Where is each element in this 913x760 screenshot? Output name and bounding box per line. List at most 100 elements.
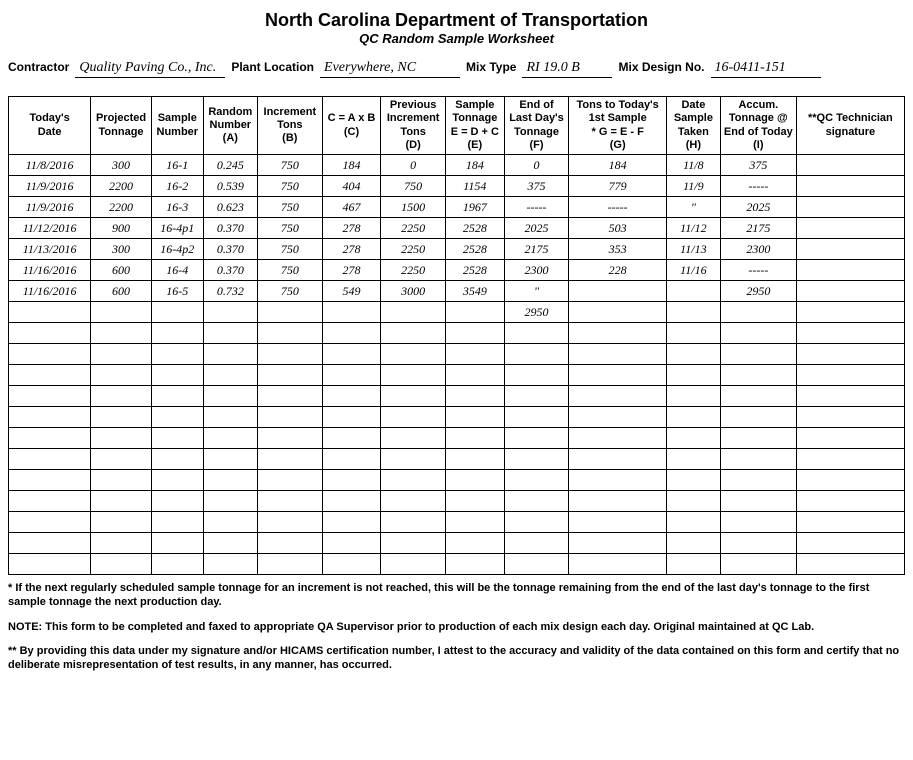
- table-cell: [9, 365, 91, 386]
- table-cell: [720, 386, 796, 407]
- table-cell: [504, 533, 569, 554]
- table-cell: 184: [446, 155, 504, 176]
- plant-location-value: Everywhere, NC: [320, 60, 460, 78]
- table-row: [9, 407, 905, 428]
- table-cell: [91, 470, 152, 491]
- table-cell: 2950: [720, 281, 796, 302]
- table-cell: [381, 512, 446, 533]
- table-cell: 503: [569, 218, 666, 239]
- table-cell: [9, 344, 91, 365]
- table-cell: [569, 365, 666, 386]
- table-cell: ": [666, 197, 720, 218]
- table-cell: [666, 344, 720, 365]
- column-header: IncrementTons(B): [257, 97, 322, 155]
- table-cell: [666, 386, 720, 407]
- table-row: 11/8/201630016-10.2457501840184018411/83…: [9, 155, 905, 176]
- table-row: [9, 449, 905, 470]
- table-cell: [446, 428, 504, 449]
- table-row: [9, 365, 905, 386]
- table-cell: 2528: [446, 260, 504, 281]
- table-cell: [257, 428, 322, 449]
- table-cell: 2300: [720, 239, 796, 260]
- table-cell: [9, 407, 91, 428]
- table-cell: [504, 554, 569, 575]
- table-cell: 16-1: [151, 155, 203, 176]
- table-cell: [796, 176, 904, 197]
- table-cell: [381, 323, 446, 344]
- table-cell: [796, 260, 904, 281]
- table-cell: [720, 302, 796, 323]
- table-cell: 467: [322, 197, 380, 218]
- table-cell: 11/9: [666, 176, 720, 197]
- column-header: ProjectedTonnage: [91, 97, 152, 155]
- table-cell: 1154: [446, 176, 504, 197]
- table-cell: 2250: [381, 260, 446, 281]
- table-cell: [381, 491, 446, 512]
- table-cell: [91, 533, 152, 554]
- table-cell: 600: [91, 260, 152, 281]
- table-cell: [151, 449, 203, 470]
- column-header: DateSampleTaken(H): [666, 97, 720, 155]
- table-cell: [203, 512, 257, 533]
- table-cell: 16-5: [151, 281, 203, 302]
- mix-design-label: Mix Design No.: [618, 60, 704, 74]
- table-row: [9, 386, 905, 407]
- table-cell: 11/12: [666, 218, 720, 239]
- table-cell: [203, 365, 257, 386]
- table-cell: [381, 386, 446, 407]
- table-cell: 375: [720, 155, 796, 176]
- table-cell: [151, 533, 203, 554]
- table-cell: 0.370: [203, 218, 257, 239]
- table-cell: 278: [322, 239, 380, 260]
- table-row: 11/12/201690016-4p10.3707502782250252820…: [9, 218, 905, 239]
- table-cell: [446, 554, 504, 575]
- table-cell: [91, 407, 152, 428]
- table-cell: [569, 491, 666, 512]
- table-row: 11/16/201660016-50.73275054930003549"295…: [9, 281, 905, 302]
- table-cell: 11/9/2016: [9, 197, 91, 218]
- table-cell: [504, 491, 569, 512]
- table-cell: 2250: [381, 239, 446, 260]
- table-row: [9, 512, 905, 533]
- table-cell: 16-4p1: [151, 218, 203, 239]
- table-cell: [257, 470, 322, 491]
- table-cell: [322, 428, 380, 449]
- table-cell: [666, 533, 720, 554]
- table-cell: [666, 302, 720, 323]
- table-cell: 2300: [504, 260, 569, 281]
- table-cell: [322, 470, 380, 491]
- table-cell: [446, 407, 504, 428]
- table-cell: 2528: [446, 218, 504, 239]
- table-row: [9, 491, 905, 512]
- table-cell: [666, 281, 720, 302]
- table-cell: 3549: [446, 281, 504, 302]
- table-cell: [796, 344, 904, 365]
- table-cell: 750: [257, 239, 322, 260]
- table-cell: [151, 407, 203, 428]
- table-cell: 11/13: [666, 239, 720, 260]
- table-cell: [569, 554, 666, 575]
- table-cell: [381, 428, 446, 449]
- table-row: [9, 554, 905, 575]
- column-header: Today'sDate: [9, 97, 91, 155]
- table-cell: [720, 428, 796, 449]
- table-cell: 300: [91, 155, 152, 176]
- table-cell: 2025: [720, 197, 796, 218]
- table-cell: [446, 344, 504, 365]
- table-cell: 2200: [91, 197, 152, 218]
- table-cell: [569, 512, 666, 533]
- table-cell: 11/16/2016: [9, 281, 91, 302]
- table-row: [9, 470, 905, 491]
- table-cell: 0.370: [203, 260, 257, 281]
- table-cell: [446, 512, 504, 533]
- table-cell: [9, 533, 91, 554]
- table-cell: [322, 512, 380, 533]
- table-cell: 11/12/2016: [9, 218, 91, 239]
- table-cell: [446, 491, 504, 512]
- table-cell: [381, 365, 446, 386]
- table-cell: [796, 281, 904, 302]
- table-cell: [796, 554, 904, 575]
- table-cell: 184: [569, 155, 666, 176]
- table-cell: [203, 386, 257, 407]
- table-cell: 16-4p2: [151, 239, 203, 260]
